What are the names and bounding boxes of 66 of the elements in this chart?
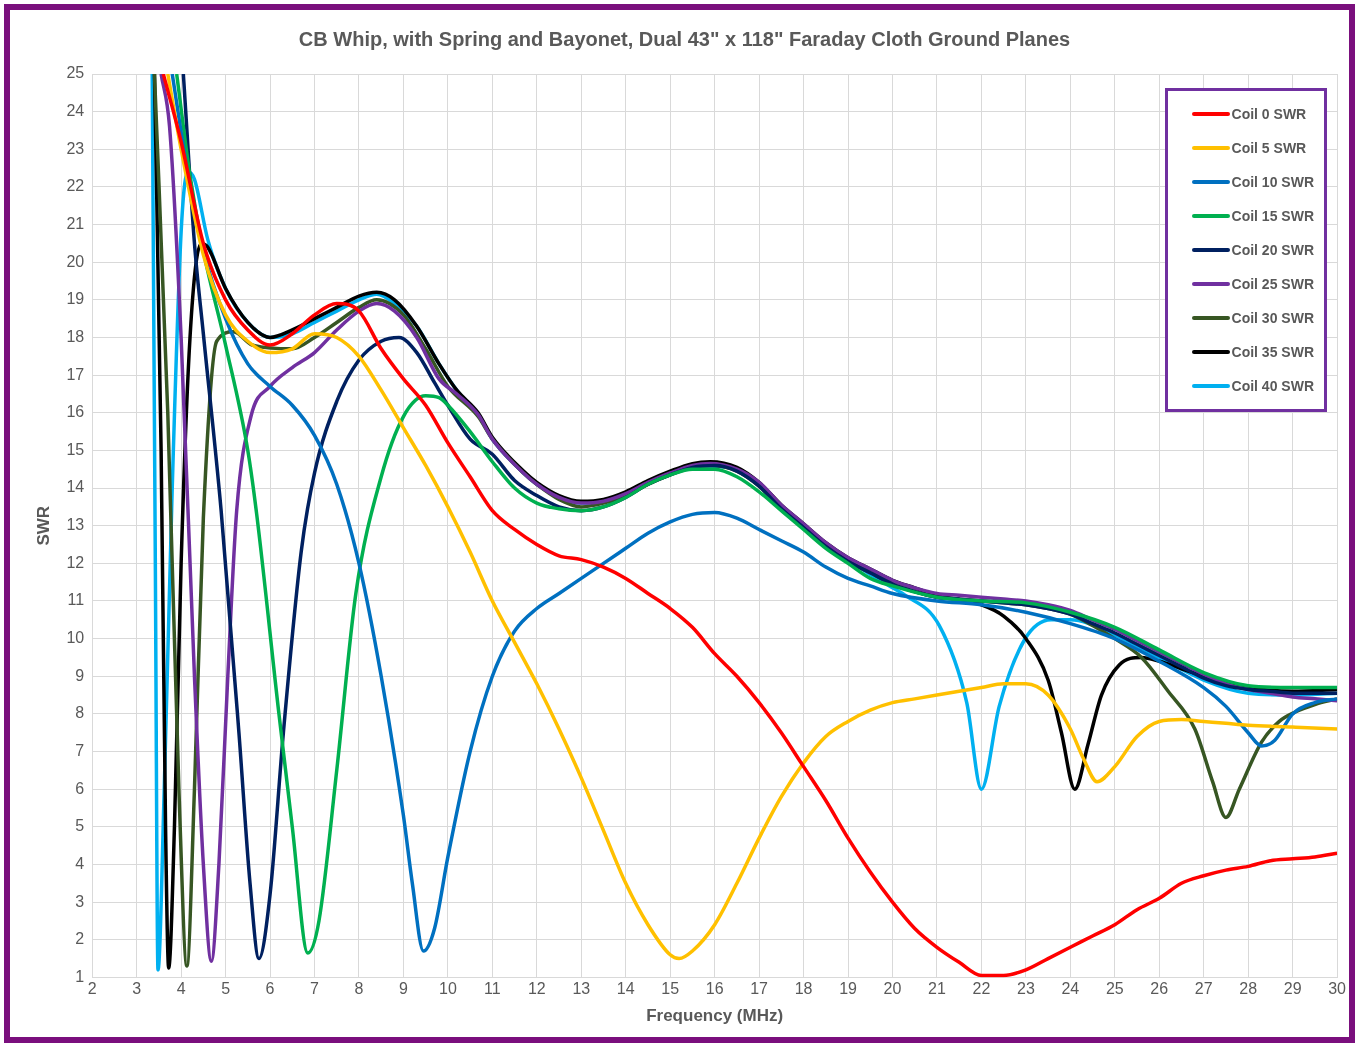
x-tick-label: 21 bbox=[928, 980, 946, 998]
x-tick-label: 25 bbox=[1105, 980, 1124, 998]
y-tick-label: 15 bbox=[66, 440, 85, 458]
legend-label: Coil 25 SWR bbox=[1231, 276, 1314, 292]
y-tick-label: 13 bbox=[66, 516, 85, 534]
legend-label: Coil 5 SWR bbox=[1231, 140, 1307, 156]
y-tick-label: 8 bbox=[75, 704, 85, 722]
y-tick-label: 14 bbox=[66, 478, 85, 496]
x-tick-label: 26 bbox=[1150, 980, 1169, 998]
x-tick-label: 3 bbox=[132, 980, 142, 998]
x-tick-label: 4 bbox=[176, 980, 186, 998]
y-tick-label: 7 bbox=[75, 741, 85, 759]
chart-title: CB Whip, with Spring and Bayonet, Dual 43" x 118" Faraday Cloth Ground Planes bbox=[298, 27, 1071, 50]
x-tick-label: 20 bbox=[883, 980, 902, 998]
legend-label: Coil 40 SWR bbox=[1231, 378, 1314, 394]
x-tick-label: 14 bbox=[616, 980, 635, 998]
y-tick-label: 23 bbox=[66, 139, 85, 157]
x-axis-title: Frequency (MHz) bbox=[646, 1006, 784, 1026]
y-tick-label: 16 bbox=[66, 403, 85, 421]
y-tick-label: 12 bbox=[66, 553, 85, 571]
x-tick-label: 19 bbox=[839, 980, 858, 998]
x-tick-label: 16 bbox=[705, 980, 724, 998]
legend-label: Coil 35 SWR bbox=[1231, 344, 1314, 360]
x-tick-label: 29 bbox=[1283, 980, 1302, 998]
legend-label: Coil 30 SWR bbox=[1231, 310, 1314, 326]
x-tick-label: 10 bbox=[438, 980, 457, 998]
x-tick-label: 22 bbox=[972, 980, 991, 998]
x-tick-label: 23 bbox=[1016, 980, 1035, 998]
legend-label: Coil 15 SWR bbox=[1231, 208, 1314, 224]
x-tick-label: 15 bbox=[661, 980, 680, 998]
y-tick-label: 6 bbox=[75, 779, 85, 797]
y-tick-label: 24 bbox=[66, 102, 85, 120]
x-tick-label: 18 bbox=[794, 980, 813, 998]
x-tick-label: 12 bbox=[527, 980, 546, 998]
legend-label: Coil 20 SWR bbox=[1231, 242, 1314, 258]
x-tick-label: 2 bbox=[87, 980, 97, 998]
x-tick-label: 28 bbox=[1239, 980, 1258, 998]
y-tick-label: 2 bbox=[75, 930, 85, 948]
x-tick-label: 7 bbox=[310, 980, 320, 998]
y-axis-title: SWR bbox=[33, 505, 53, 546]
x-tick-label: 13 bbox=[572, 980, 591, 998]
y-tick-label: 18 bbox=[66, 327, 85, 345]
y-tick-label: 3 bbox=[75, 892, 85, 910]
y-tick-label: 1 bbox=[75, 967, 85, 985]
y-tick-label: 17 bbox=[66, 365, 85, 383]
y-tick-label: 11 bbox=[67, 591, 85, 609]
x-tick-label: 30 bbox=[1328, 980, 1347, 998]
y-tick-label: 5 bbox=[75, 817, 85, 835]
y-tick-label: 25 bbox=[66, 64, 85, 82]
x-tick-label: 8 bbox=[354, 980, 364, 998]
x-tick-label: 17 bbox=[750, 980, 769, 998]
y-tick-label: 21 bbox=[66, 214, 85, 232]
y-tick-label: 20 bbox=[66, 252, 85, 270]
y-tick-label: 10 bbox=[66, 629, 85, 647]
x-tick-label: 5 bbox=[221, 980, 231, 998]
y-tick-label: 19 bbox=[66, 290, 85, 308]
x-tick-label: 9 bbox=[398, 980, 408, 998]
x-tick-label: 24 bbox=[1061, 980, 1080, 998]
legend-label: Coil 10 SWR bbox=[1231, 174, 1314, 190]
y-tick-label: 4 bbox=[75, 854, 85, 872]
y-tick-label: 9 bbox=[75, 666, 85, 684]
x-tick-label: 27 bbox=[1194, 980, 1213, 998]
x-tick-label: 6 bbox=[265, 980, 275, 998]
x-tick-label: 11 bbox=[484, 980, 501, 998]
y-tick-label: 22 bbox=[66, 177, 85, 195]
legend-label: Coil 0 SWR bbox=[1231, 106, 1307, 122]
